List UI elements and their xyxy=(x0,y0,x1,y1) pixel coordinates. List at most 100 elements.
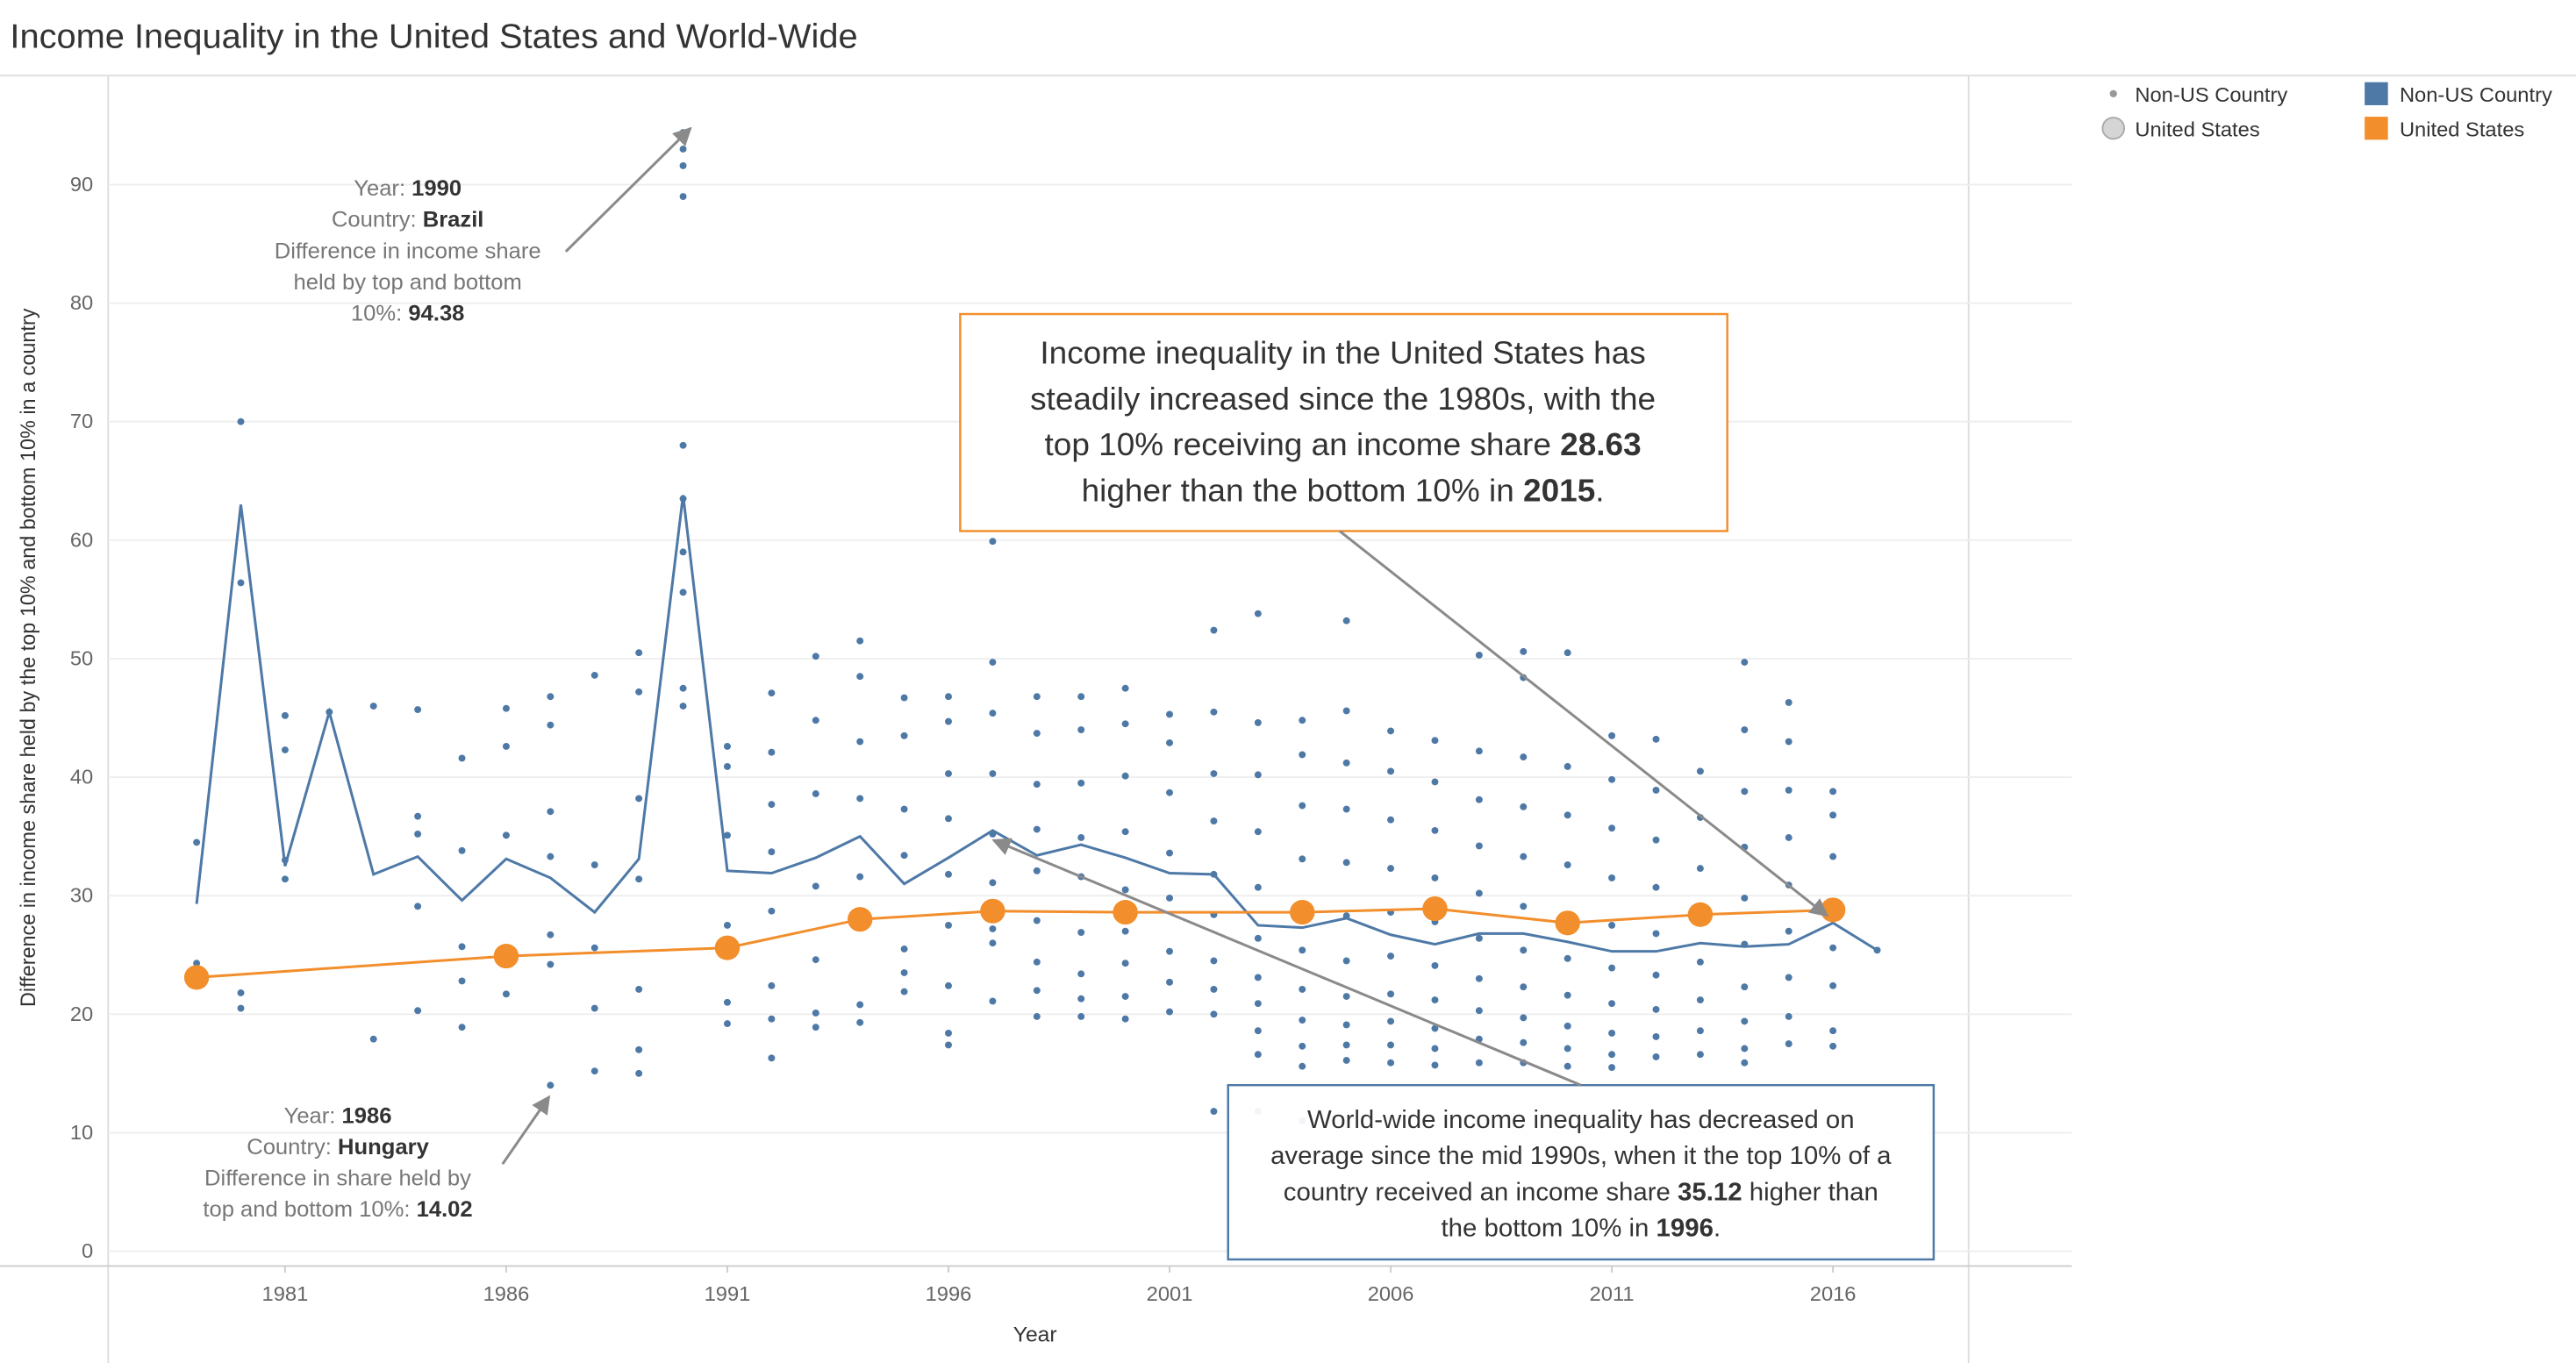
country-point xyxy=(723,922,731,929)
country-point xyxy=(1475,796,1483,803)
annotation-text: higher than xyxy=(1742,1179,1878,1207)
country-point xyxy=(635,688,643,696)
country-point xyxy=(1431,961,1439,969)
annotation-text: Brazil xyxy=(423,208,484,232)
country-point xyxy=(1608,775,1616,783)
us-point xyxy=(1820,897,1846,923)
country-point xyxy=(1033,693,1041,701)
country-point xyxy=(768,689,776,697)
country-point xyxy=(1121,772,1129,780)
country-point xyxy=(1077,834,1085,841)
annotation-text: World-wide income inequality has decreas… xyxy=(1307,1106,1855,1134)
chart-title: Income Inequality in the United States a… xyxy=(10,18,857,56)
country-point xyxy=(1741,894,1749,902)
legend-swatch xyxy=(2365,117,2388,140)
country-point xyxy=(1166,739,1174,746)
country-point xyxy=(458,977,466,985)
country-point xyxy=(1741,983,1749,991)
country-point xyxy=(1652,1033,1660,1040)
country-point xyxy=(1608,1051,1616,1059)
country-point xyxy=(547,960,555,968)
country-point xyxy=(1563,861,1571,868)
country-point xyxy=(1210,708,1218,716)
country-point xyxy=(768,907,776,915)
country-point xyxy=(856,738,864,746)
country-point xyxy=(1741,659,1749,666)
country-point xyxy=(1077,929,1085,937)
country-point xyxy=(1210,957,1218,965)
country-point xyxy=(635,985,643,993)
country-point xyxy=(945,1029,952,1037)
country-point xyxy=(1785,1013,1792,1020)
country-point xyxy=(1077,970,1085,978)
annotation-box xyxy=(959,312,1728,532)
country-point xyxy=(1254,1000,1262,1008)
country-point xyxy=(590,1004,598,1012)
country-point xyxy=(989,879,997,887)
annotation-line: top 10% receiving an income share 28.63 xyxy=(1045,426,1642,462)
x-axis-label: Year xyxy=(1013,1324,1057,1347)
country-point xyxy=(1608,1029,1616,1037)
country-point xyxy=(1077,726,1085,733)
country-point xyxy=(1741,1059,1749,1067)
country-point xyxy=(1785,834,1792,841)
country-point xyxy=(945,922,952,929)
country-point xyxy=(1387,727,1395,735)
annotation-text: 1986 xyxy=(342,1103,392,1128)
legend-label: United States xyxy=(2400,118,2524,141)
country-point xyxy=(414,706,422,714)
country-point xyxy=(1299,1017,1306,1024)
country-point xyxy=(1387,767,1395,775)
annotation-arrow xyxy=(501,1095,551,1166)
country-point xyxy=(458,754,466,762)
country-point xyxy=(989,659,997,666)
country-point xyxy=(547,1081,555,1089)
country-point xyxy=(1563,1022,1571,1030)
annotation-box xyxy=(1227,1083,1936,1261)
country-point xyxy=(1166,1008,1174,1016)
country-point xyxy=(1033,781,1041,789)
country-point xyxy=(768,748,776,756)
annotation-text: country received an income share xyxy=(1284,1179,1678,1207)
country-point xyxy=(1077,995,1085,1003)
country-point xyxy=(1696,1027,1704,1035)
country-point xyxy=(1652,1005,1660,1013)
country-point xyxy=(1342,859,1350,867)
legend-label: United States xyxy=(2135,118,2259,141)
country-point xyxy=(1121,927,1129,935)
country-point xyxy=(193,838,201,846)
country-point xyxy=(1608,824,1616,832)
country-point xyxy=(1475,651,1483,659)
country-point xyxy=(1520,647,1528,655)
country-point xyxy=(1520,853,1528,860)
country-point xyxy=(590,861,598,868)
country-point xyxy=(1785,974,1792,981)
country-point xyxy=(1254,1027,1262,1035)
country-point xyxy=(1431,1061,1439,1069)
x-tick-label: 2016 xyxy=(1810,1282,1857,1305)
annotation-line: Income inequality in the United States h… xyxy=(1040,334,1645,370)
country-point xyxy=(812,1010,819,1017)
country-point xyxy=(635,875,643,883)
country-point xyxy=(1121,1015,1129,1023)
country-point xyxy=(1121,960,1129,967)
country-point xyxy=(414,1007,422,1015)
country-point xyxy=(1166,978,1174,986)
y-tick-label: 30 xyxy=(70,884,93,907)
us-point xyxy=(980,898,1005,924)
country-point xyxy=(1254,610,1262,617)
country-point xyxy=(281,875,289,883)
country-point xyxy=(723,762,731,770)
us-point xyxy=(493,944,519,969)
country-point xyxy=(502,743,510,750)
country-point xyxy=(812,956,819,964)
country-point xyxy=(1475,934,1483,942)
country-point xyxy=(1299,717,1306,724)
country-point xyxy=(1210,985,1218,993)
annotation-text: Hungary xyxy=(338,1135,430,1160)
country-point xyxy=(1299,1042,1306,1050)
country-point xyxy=(1166,849,1174,857)
country-point xyxy=(635,1045,643,1053)
annotation-line: steadily increased since the 1980s, with… xyxy=(1030,381,1656,417)
